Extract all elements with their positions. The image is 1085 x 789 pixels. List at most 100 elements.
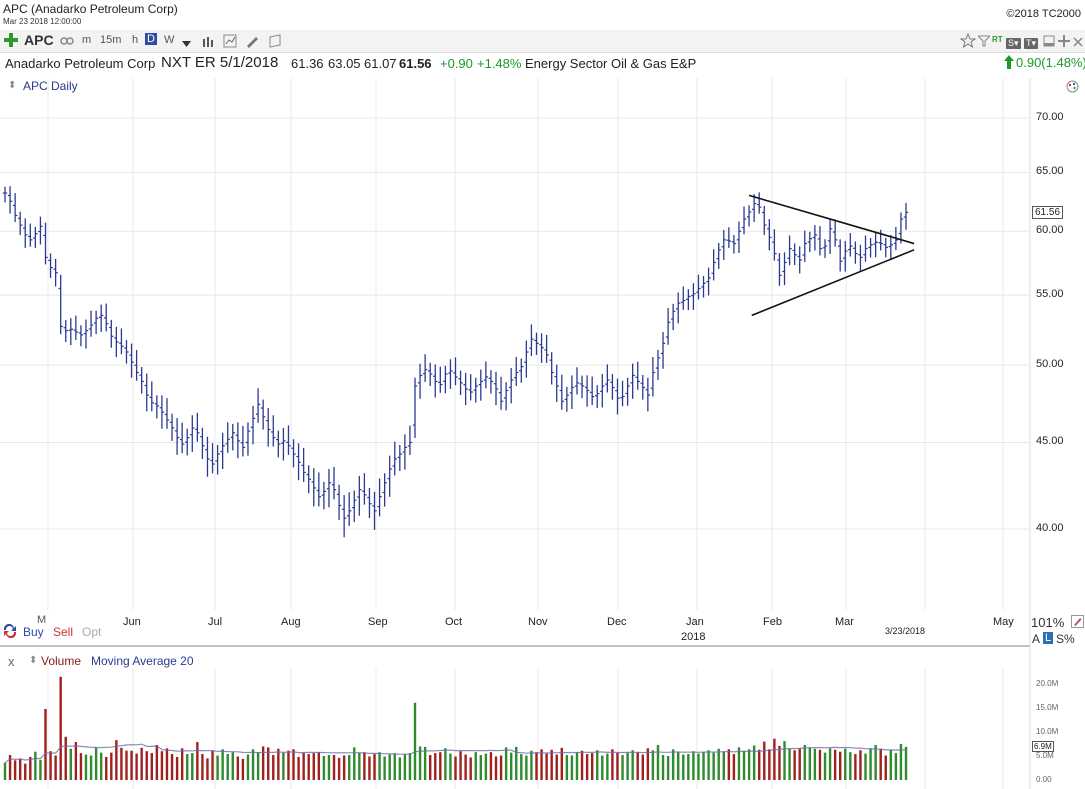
interval-w[interactable]: W [164, 34, 175, 46]
price-bar [12, 193, 18, 223]
price-bar [7, 186, 13, 214]
note-icon[interactable] [268, 34, 282, 53]
price-bar [564, 386, 570, 412]
price-bar [584, 375, 590, 407]
star-icon[interactable] [959, 32, 977, 53]
bar-style-icon[interactable] [202, 35, 216, 53]
price-bar [853, 241, 858, 264]
x-tick-aug: Aug [281, 616, 301, 628]
symbol-label[interactable]: APC [24, 32, 54, 48]
price-bar [362, 473, 367, 505]
panel-move-icon[interactable]: ⬍ [8, 80, 17, 91]
close-icon[interactable] [1073, 34, 1083, 52]
price-bar [205, 436, 210, 477]
price-bar [579, 375, 585, 399]
volume-bar [261, 746, 265, 780]
interval-m[interactable]: m [82, 34, 92, 46]
minimize-icon[interactable] [1043, 34, 1055, 52]
buy-button[interactable]: Buy [23, 625, 44, 639]
price-bar [438, 366, 443, 393]
volume-bar [621, 755, 624, 780]
volume-bar [186, 754, 189, 780]
volume-bar [666, 756, 670, 780]
volume-bar [383, 756, 386, 780]
right-change: 0.90(1.48%) [1016, 55, 1085, 70]
price-bar [200, 427, 205, 460]
price-bar [33, 226, 38, 248]
edit-pencil-icon[interactable] [1071, 615, 1084, 633]
volume-bar [211, 750, 214, 780]
move-icon[interactable] [1058, 34, 1070, 52]
t-menu-icon[interactable]: T▾ [1024, 38, 1039, 49]
s-menu-icon[interactable]: S▾ [1006, 38, 1021, 49]
volume-bar [515, 746, 518, 780]
volume-bar [64, 736, 67, 780]
price-bar [777, 253, 782, 286]
chevron-down-icon[interactable] [182, 36, 191, 54]
volume-bar [59, 676, 62, 780]
volume-bar [904, 746, 908, 780]
price-bar [559, 374, 564, 410]
sell-button[interactable]: Sell [53, 625, 74, 639]
volume-bar [29, 756, 32, 780]
x-tick-may-next: May [993, 616, 1014, 628]
trade-arrows-icon[interactable] [2, 623, 18, 643]
price-bar [220, 432, 225, 470]
volume-bar [484, 753, 488, 780]
price-bar [235, 422, 241, 459]
trendline [748, 194, 915, 245]
price-bar [524, 340, 529, 378]
volume-bar [798, 748, 801, 780]
interval-d[interactable]: D [145, 33, 157, 45]
axis-mode-percent[interactable]: S% [1056, 632, 1075, 646]
volume-bar [84, 754, 88, 780]
link-icon[interactable] [60, 34, 74, 52]
price-bar [640, 375, 645, 400]
industry[interactable]: Oil & Gas E&P [611, 56, 697, 71]
options-button[interactable]: Opt [82, 625, 102, 639]
interval-15m[interactable]: 15m [100, 34, 122, 46]
axis-mode-log[interactable]: L [1043, 632, 1054, 644]
axis-mode-auto[interactable]: A [1032, 632, 1041, 646]
price-bar [569, 375, 575, 409]
price-bar [615, 378, 620, 415]
price-bar [772, 229, 777, 261]
price-bar [898, 212, 904, 244]
price-bar [336, 484, 342, 520]
volume-bar [570, 755, 574, 780]
x-tick-may: M [37, 614, 47, 626]
volume-bar [94, 747, 98, 780]
price-bar [493, 371, 499, 406]
volume-bar [393, 753, 396, 780]
zoom-level[interactable]: 101% [1031, 615, 1065, 630]
volume-close-button[interactable]: x [8, 654, 15, 669]
volume-bar [884, 755, 887, 780]
realtime-badge[interactable]: RT [992, 35, 1003, 44]
volume-bar [525, 755, 528, 780]
add-plus-icon[interactable] [4, 33, 18, 52]
price-bar [514, 357, 519, 386]
price-bar [529, 324, 534, 357]
price-bar [377, 478, 382, 517]
price-bar [468, 374, 473, 401]
volume-move-icon[interactable]: ⬍ [29, 655, 38, 666]
volume-bar [616, 752, 619, 780]
interval-h[interactable]: h [132, 34, 139, 46]
volume-bar [282, 752, 285, 780]
price-bar [23, 218, 28, 248]
price-bar [711, 249, 716, 281]
palette-icon[interactable] [1066, 80, 1079, 98]
price-bar [266, 408, 271, 447]
price-bar [190, 415, 195, 452]
sector[interactable]: Energy Sector [525, 56, 608, 71]
current-volume-marker: 6.9M [1032, 741, 1054, 752]
toolbar: APC m 15m h D W RT S▾ T▾ [0, 30, 1085, 53]
price-bar [701, 276, 706, 298]
volume-bar [727, 749, 731, 780]
indicator-icon[interactable] [223, 34, 237, 53]
draw-pencil-icon[interactable] [245, 34, 259, 53]
price-bar [665, 307, 671, 345]
volume-bar [398, 757, 402, 780]
volume-bar [626, 752, 629, 780]
